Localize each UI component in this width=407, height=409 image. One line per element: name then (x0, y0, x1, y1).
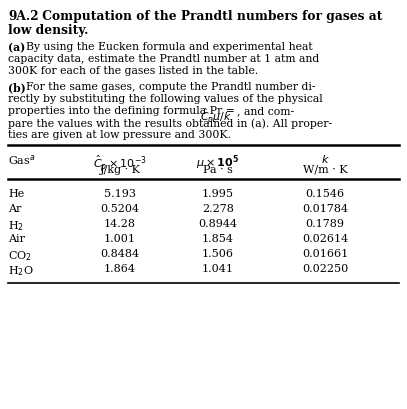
Text: For the same gases, compute the Prandtl number di-: For the same gases, compute the Prandtl … (26, 82, 315, 92)
Text: (a): (a) (8, 42, 25, 53)
Text: 1.506: 1.506 (202, 249, 234, 259)
Text: capacity data, estimate the Prandtl number at 1 atm and: capacity data, estimate the Prandtl numb… (8, 54, 319, 64)
Text: 0.02614: 0.02614 (302, 234, 348, 244)
Text: 2.278: 2.278 (202, 204, 234, 214)
Text: 9A.2: 9A.2 (8, 10, 39, 23)
Text: rectly by substituting the following values of the physical: rectly by substituting the following val… (8, 94, 323, 104)
Text: pare the values with the results obtained in (a). All proper-: pare the values with the results obtaine… (8, 118, 332, 128)
Text: Pa · s: Pa · s (203, 165, 233, 175)
Text: properties into the defining formula Pr =: properties into the defining formula Pr … (8, 106, 239, 116)
Text: 0.02250: 0.02250 (302, 264, 348, 274)
Text: H$_2$O: H$_2$O (8, 264, 33, 278)
Text: 0.5204: 0.5204 (101, 204, 140, 214)
Text: 1.854: 1.854 (202, 234, 234, 244)
Text: 1.995: 1.995 (202, 189, 234, 199)
Text: 1.864: 1.864 (104, 264, 136, 274)
Text: $\hat{C}_p \times 10^{-3}$: $\hat{C}_p \times 10^{-3}$ (93, 153, 147, 174)
Text: $\hat{C}_p\mu/k$: $\hat{C}_p\mu/k$ (200, 106, 232, 127)
Text: Computation of the Prandtl numbers for gases at: Computation of the Prandtl numbers for g… (38, 10, 383, 23)
Text: (b): (b) (8, 82, 26, 93)
Text: Air: Air (8, 234, 25, 244)
Text: 0.1789: 0.1789 (306, 219, 344, 229)
Text: 14.28: 14.28 (104, 219, 136, 229)
Text: 0.01661: 0.01661 (302, 249, 348, 259)
Text: low density.: low density. (8, 24, 88, 37)
Text: 1.041: 1.041 (202, 264, 234, 274)
Text: $\mu \times \mathbf{10^5}$: $\mu \times \mathbf{10^5}$ (196, 153, 240, 172)
Text: 5.193: 5.193 (104, 189, 136, 199)
Text: H$_2$: H$_2$ (8, 219, 24, 233)
Text: Ar: Ar (8, 204, 22, 214)
Text: ties are given at low pressure and 300K.: ties are given at low pressure and 300K. (8, 130, 231, 140)
Text: 0.8484: 0.8484 (101, 249, 140, 259)
Text: W/m · K: W/m · K (303, 165, 347, 175)
Text: He: He (8, 189, 24, 199)
Text: $k$: $k$ (321, 153, 329, 165)
Text: CO$_2$: CO$_2$ (8, 249, 32, 263)
Text: 300K for each of the gases listed in the table.: 300K for each of the gases listed in the… (8, 66, 258, 76)
Text: 0.01784: 0.01784 (302, 204, 348, 214)
Text: 0.8944: 0.8944 (199, 219, 238, 229)
Text: 1.001: 1.001 (104, 234, 136, 244)
Text: , and com-: , and com- (237, 106, 294, 116)
Text: 0.1546: 0.1546 (305, 189, 345, 199)
Text: By using the Eucken formula and experimental heat: By using the Eucken formula and experime… (26, 42, 313, 52)
Text: J/kg · K: J/kg · K (99, 165, 140, 175)
Text: Gas$^a$: Gas$^a$ (8, 153, 35, 167)
